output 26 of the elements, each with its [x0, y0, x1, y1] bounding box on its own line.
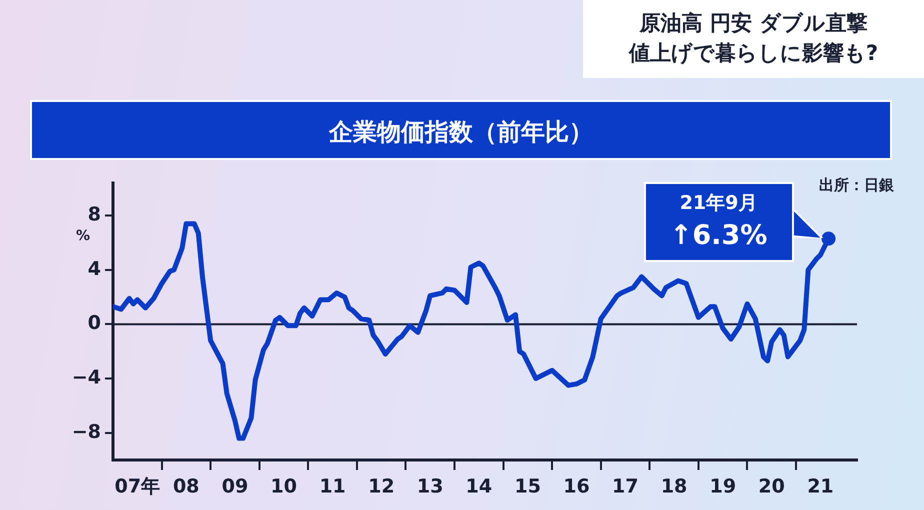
x-tick-label: 16 — [563, 475, 590, 498]
annotation: 21年9月 ↑6.3% — [668, 190, 768, 253]
x-tick-label: 14 — [466, 475, 492, 498]
annotation: 出所：日銀 — [819, 176, 894, 195]
x-tick-label: 20 — [758, 475, 785, 498]
x-tick-label: 08 — [172, 475, 200, 498]
x-tick-label: 09 — [222, 475, 248, 498]
x-tick-label: 18 — [660, 475, 688, 498]
x-tick-label: 11 — [319, 475, 346, 498]
y-tick-label: −4 — [72, 366, 101, 388]
x-tick-label: 12 — [368, 475, 395, 498]
x-tick-label: 07年 — [114, 475, 160, 498]
y-tick-label: −8 — [72, 420, 101, 443]
text: 原油高 円安 ダブル直撃 — [638, 10, 868, 37]
x-tick-label: 19 — [710, 475, 736, 498]
y-tick-label: 0 — [88, 312, 101, 334]
x-tick-label: 17 — [612, 475, 638, 498]
x-tick-label: 13 — [416, 475, 444, 498]
y-tick-label: 4 — [88, 258, 101, 280]
x-tick-label: 10 — [270, 475, 297, 498]
x-tick-label: 15 — [514, 475, 541, 498]
y-tick-label: 8 — [88, 204, 101, 226]
x-tick-label: 21 — [807, 475, 834, 498]
chart-title: 企業物価指数（前年比） — [30, 100, 892, 160]
text: 値上げで暮らしに影響も? — [628, 40, 880, 67]
y-axis-title: % — [76, 228, 90, 244]
